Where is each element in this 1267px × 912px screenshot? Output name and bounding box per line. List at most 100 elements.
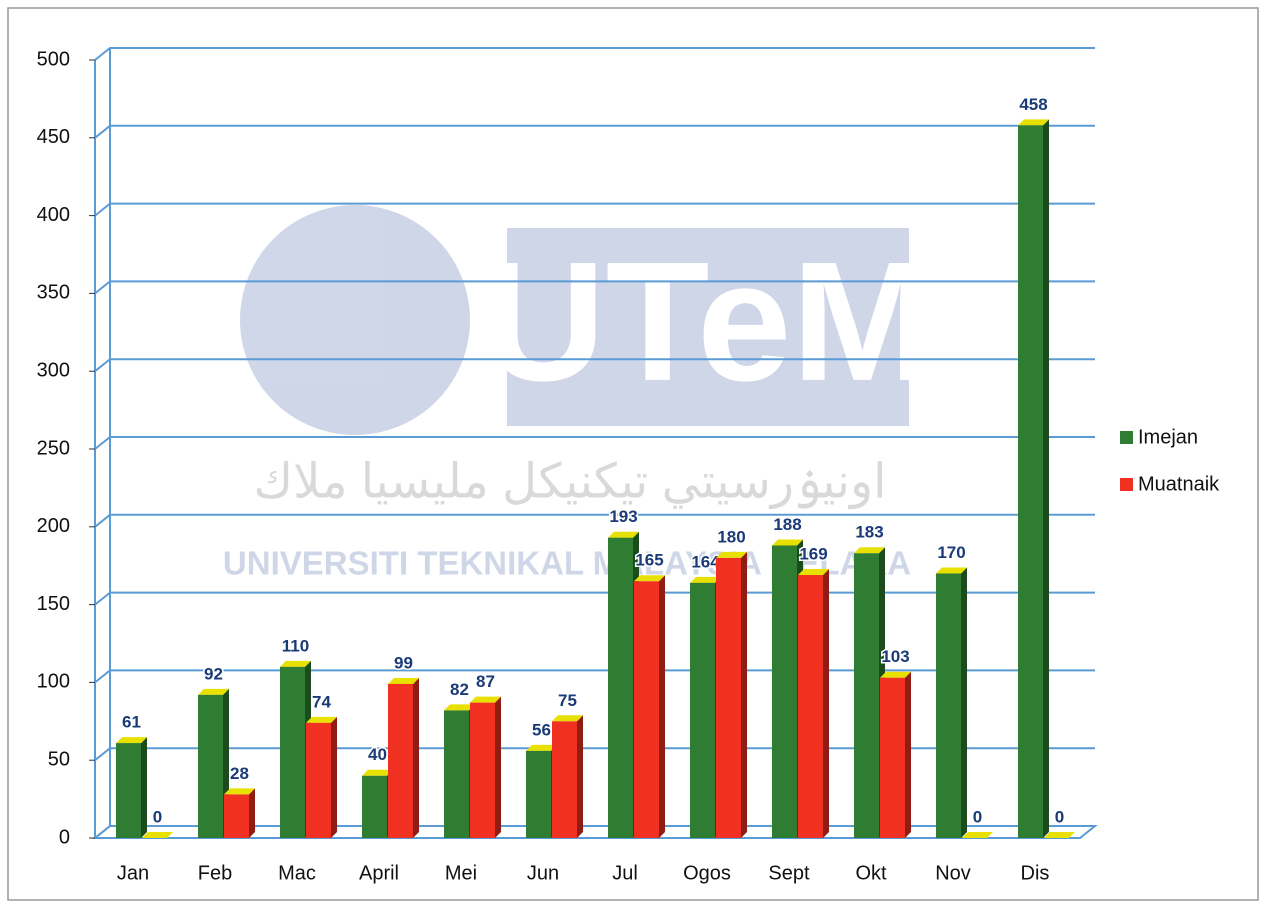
grid-line	[94, 825, 1095, 839]
grid-line	[94, 47, 1095, 61]
bar-side	[495, 696, 501, 838]
bar-top	[1044, 832, 1075, 838]
y-tick-label: 250	[37, 437, 70, 459]
y-tick-label: 0	[59, 826, 70, 848]
bar-side	[961, 567, 967, 838]
legend-label: Imejan	[1138, 426, 1198, 448]
bar-side	[249, 788, 255, 838]
value-label: 165	[635, 551, 663, 570]
y-tick-label: 150	[37, 593, 70, 615]
bar	[716, 557, 741, 838]
watermark-circle	[240, 205, 470, 435]
bar	[362, 775, 387, 838]
bar-side	[741, 551, 747, 838]
grid-line	[94, 280, 1095, 295]
value-label: 0	[1055, 807, 1064, 826]
bar-top	[280, 660, 311, 667]
value-label: 74	[312, 692, 331, 711]
value-label: 87	[476, 672, 495, 691]
x-tick-label: Nov	[935, 862, 971, 884]
bar-top	[306, 716, 337, 723]
bar	[854, 553, 879, 838]
value-label: 193	[609, 507, 637, 526]
y-tick-label: 400	[37, 204, 70, 226]
bar-side	[905, 671, 911, 838]
y-tick-label: 300	[37, 359, 70, 381]
bar-top	[936, 567, 967, 574]
bar-top	[608, 531, 639, 538]
bar-side	[413, 677, 419, 838]
value-label: 28	[230, 764, 249, 783]
bar-side	[659, 575, 665, 838]
x-tick-label: Mac	[278, 862, 316, 884]
bar	[444, 710, 469, 838]
bar-top	[962, 832, 993, 838]
x-tick-label: April	[359, 862, 399, 884]
grid-line	[94, 513, 1095, 528]
bar-top	[526, 744, 557, 751]
bar-top	[116, 737, 147, 744]
grid-line	[94, 436, 1095, 450]
bar	[690, 582, 715, 838]
x-tick-label: Jun	[527, 862, 559, 884]
x-tick-label: Sept	[768, 862, 810, 884]
value-label: 183	[855, 523, 883, 542]
grid-line	[94, 202, 1095, 217]
bar-top	[470, 696, 501, 703]
bar-side	[823, 569, 829, 838]
bar	[306, 722, 331, 838]
bar	[1018, 125, 1043, 839]
value-label: 0	[973, 807, 982, 826]
x-tick-label: Jan	[117, 862, 149, 884]
value-label: 75	[558, 691, 577, 710]
bar	[798, 575, 823, 838]
value-label: 110	[282, 636, 309, 655]
legend-swatch	[1120, 478, 1133, 491]
bar-top	[224, 788, 255, 795]
bar	[936, 573, 961, 838]
value-label: 0	[153, 807, 162, 826]
bar-top	[444, 704, 475, 711]
value-label: 164	[691, 552, 720, 571]
x-tick-label: Jul	[612, 862, 638, 884]
bar-top	[772, 539, 803, 546]
grid-line	[94, 124, 1095, 139]
value-label: 61	[122, 713, 141, 732]
bar-top	[388, 677, 419, 684]
bar	[772, 545, 797, 838]
value-label: 180	[717, 527, 745, 546]
value-label: 82	[450, 680, 469, 699]
bar-top	[880, 671, 911, 678]
bar-top	[634, 575, 665, 582]
y-tick-label: 100	[37, 671, 70, 693]
bar	[116, 743, 141, 838]
bar	[880, 677, 905, 838]
y-tick-label: 450	[37, 126, 70, 148]
watermark-logo: UTeM	[483, 227, 933, 417]
bar-top	[1018, 119, 1049, 126]
value-label: 458	[1019, 95, 1047, 114]
bar-top	[142, 832, 173, 838]
bar-top	[198, 688, 229, 695]
bar	[224, 794, 249, 838]
bar	[198, 694, 223, 838]
bar-top	[690, 576, 721, 583]
x-tick-label: Feb	[198, 862, 232, 884]
bar-side	[331, 716, 337, 838]
legend-label: Muatnaik	[1138, 473, 1220, 495]
value-label: 40	[368, 745, 387, 764]
watermark-box	[507, 228, 909, 426]
bar	[552, 721, 577, 838]
bar	[470, 702, 495, 838]
bar-side	[1043, 119, 1049, 839]
legend-swatch	[1120, 431, 1133, 444]
grid-line	[94, 669, 1095, 684]
value-label: 92	[204, 664, 223, 683]
grid-line	[94, 591, 1095, 606]
x-tick-label: Mei	[445, 862, 477, 884]
y-tick-label: 200	[37, 515, 70, 537]
value-label: 99	[394, 653, 413, 672]
watermark-arabic: اونيۏرسيتي تيكنيكل مليسيا ملاك	[254, 456, 887, 510]
bar	[608, 537, 633, 838]
